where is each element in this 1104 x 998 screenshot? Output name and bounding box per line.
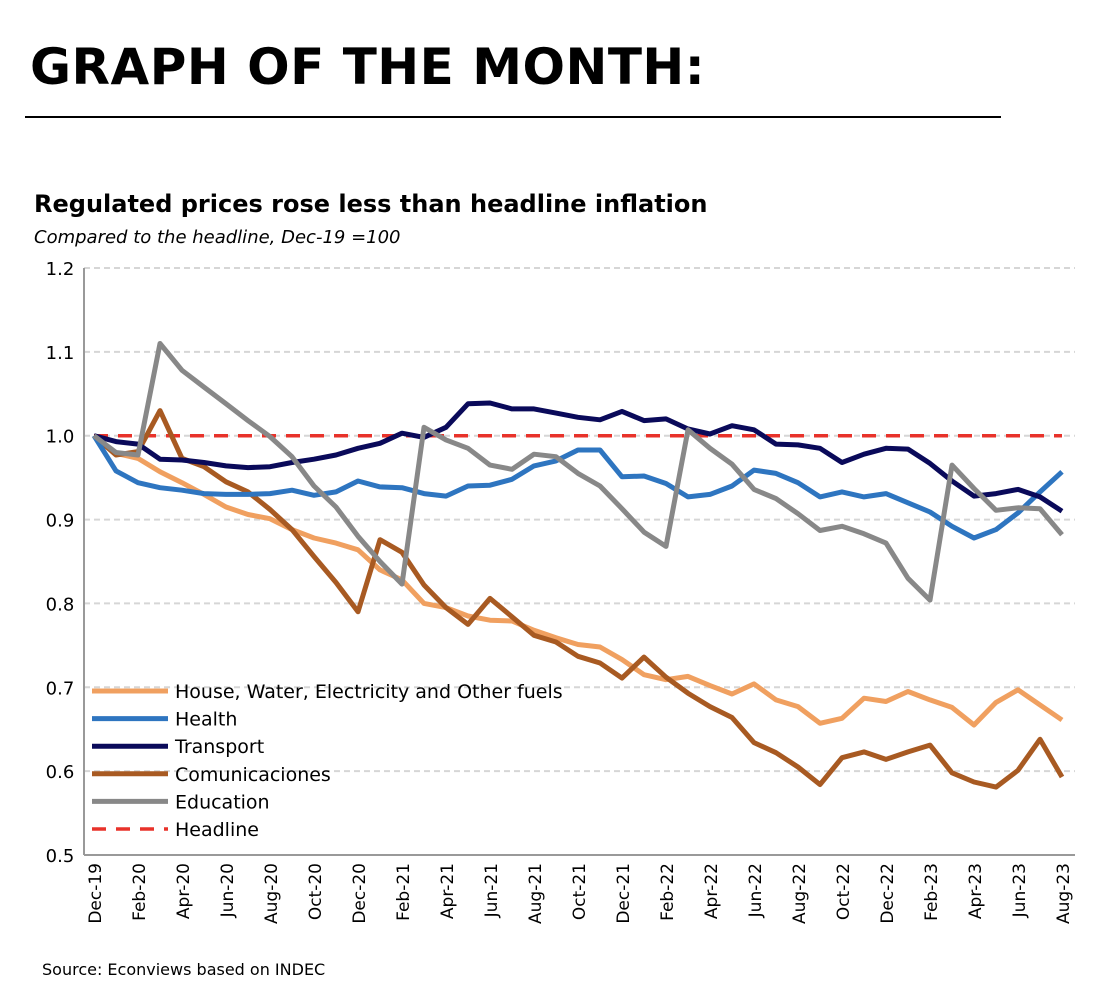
x-tick-label: Jun-20 (218, 863, 238, 918)
x-tick-label: Dec-19 (86, 863, 106, 924)
x-tick-label: Jun-22 (746, 863, 766, 918)
x-tick-label: Jun-21 (482, 863, 502, 918)
x-tick-label: Aug-21 (526, 863, 546, 924)
series-line-health (91, 434, 1064, 541)
x-tick-label: Oct-20 (306, 863, 326, 920)
x-tick-label: Apr-22 (702, 863, 722, 919)
series-line-transport (93, 400, 1064, 514)
y-tick-label: 1.2 (46, 259, 75, 280)
x-tick-label: Apr-21 (438, 863, 458, 919)
series-line-house-water-electricity-and-other-fuels (92, 433, 1064, 728)
chart-source: Source: Econviews based on INDEC (42, 960, 326, 979)
series-line-comunicaciones (92, 408, 1065, 790)
x-tick-label: Dec-20 (350, 863, 370, 924)
x-tick-label: Jun-23 (1010, 863, 1030, 918)
x-tick-label: Apr-23 (966, 863, 986, 919)
x-tick-label: Feb-22 (658, 863, 678, 921)
x-tick-label: Feb-20 (130, 863, 150, 921)
legend-label: Education (175, 791, 270, 813)
page-heading: GRAPH OF THE MONTH: (30, 38, 706, 96)
y-tick-label: 0.7 (46, 678, 75, 699)
x-tick-label: Dec-21 (614, 863, 634, 924)
y-tick-label: 0.8 (46, 594, 75, 615)
y-tick-label: 0.9 (46, 511, 75, 532)
heading-divider (25, 116, 1001, 118)
legend-label: Transport (174, 736, 264, 758)
x-tick-label: Aug-23 (1054, 863, 1074, 924)
y-tick-label: 0.5 (46, 846, 75, 867)
x-tick-label: Oct-22 (834, 863, 854, 920)
chart-subtitle: Compared to the headline, Dec-19 =100 (34, 227, 401, 248)
y-tick-label: 1.1 (46, 343, 75, 364)
series-line-education (92, 341, 1064, 603)
legend-label: Health (175, 709, 237, 731)
x-tick-label: Dec-22 (878, 863, 898, 924)
x-tick-label: Oct-21 (570, 863, 590, 920)
x-tick-label: Feb-23 (922, 863, 942, 921)
legend-label: House, Water, Electricity and Other fuel… (175, 681, 563, 703)
x-tick-label: Aug-22 (790, 863, 810, 924)
x-tick-label: Aug-20 (262, 863, 282, 924)
y-tick-label: 1.0 (46, 427, 75, 448)
y-tick-label: 0.6 (46, 762, 75, 783)
x-tick-label: Feb-21 (394, 863, 414, 921)
legend-label: Comunicaciones (175, 764, 331, 786)
chart-title: Regulated prices rose less than headline… (34, 190, 708, 218)
x-tick-label: Apr-20 (174, 863, 194, 919)
legend-label: Headline (175, 819, 259, 841)
